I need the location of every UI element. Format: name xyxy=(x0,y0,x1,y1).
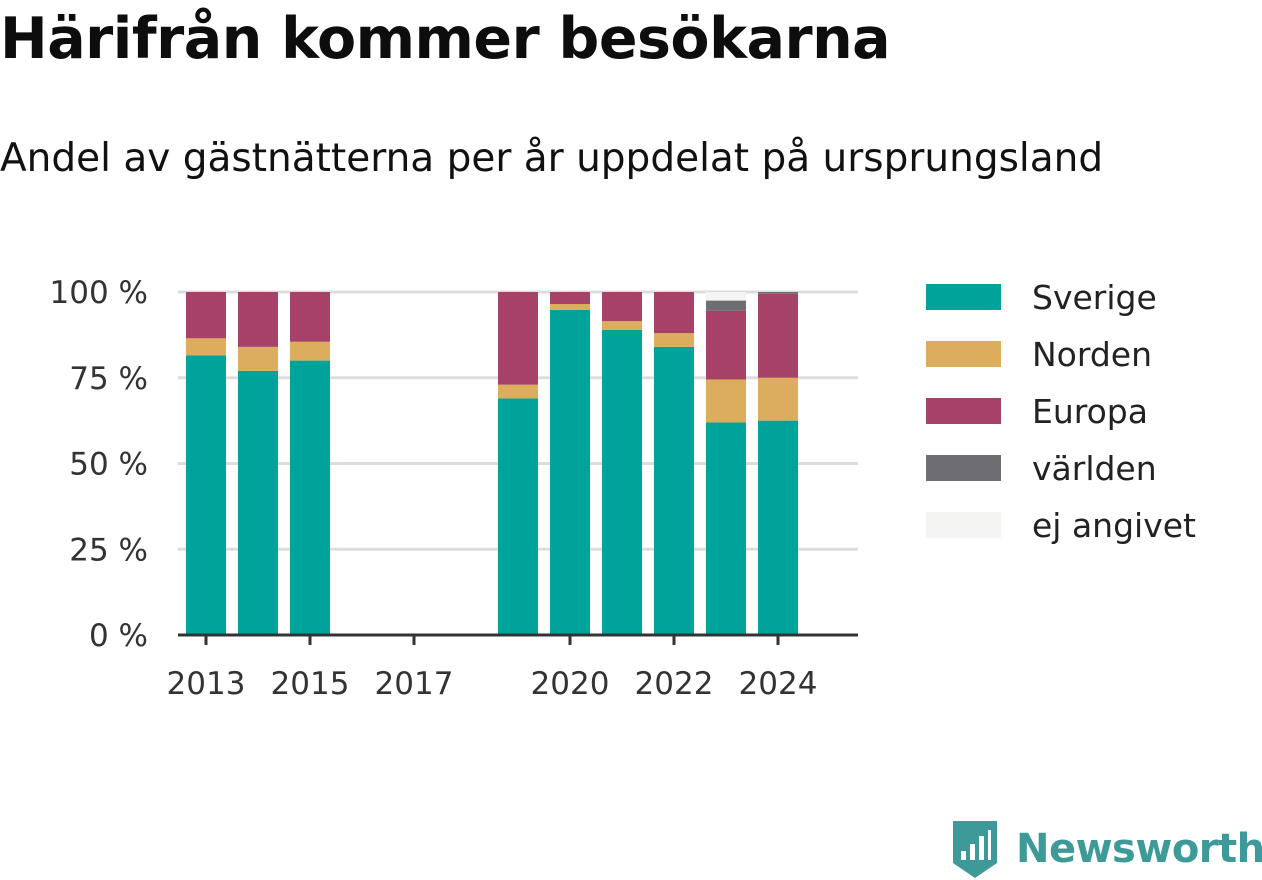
bars xyxy=(186,292,798,635)
bar-segment-europa xyxy=(654,292,694,334)
x-tick-label: 2020 xyxy=(531,666,610,702)
bar-segment-sverige xyxy=(550,309,590,635)
bar-segment-sverige xyxy=(758,420,798,635)
bar-segment-europa xyxy=(498,292,538,385)
bar-segment-ej-angivet xyxy=(706,292,746,301)
y-tick-label: 0 % xyxy=(89,618,148,654)
bar-segment-norden xyxy=(290,341,330,361)
bar-segment-norden xyxy=(706,379,746,423)
chart-subtitle: Andel av gästnätterna per år uppdelat på… xyxy=(0,136,1104,181)
x-tick-label: 2013 xyxy=(167,666,246,702)
bar-segment-sverige xyxy=(238,370,278,635)
y-tick-label: 100 % xyxy=(50,275,148,311)
legend-swatch xyxy=(926,341,1001,367)
y-tick-label: 75 % xyxy=(69,361,148,397)
bar-segment-europa xyxy=(550,292,590,305)
x-tick-label: 2017 xyxy=(375,666,454,702)
bar-segment-norden xyxy=(550,304,590,310)
bar-segment-sverige xyxy=(290,360,330,635)
legend-swatch xyxy=(926,455,1001,481)
bar-segment-europa xyxy=(238,292,278,347)
brand-name: Newsworthy xyxy=(1016,826,1262,872)
bar-segment-norden xyxy=(758,377,798,421)
legend-label: ej angivet xyxy=(1032,506,1196,545)
x-tick-label: 2024 xyxy=(739,666,818,702)
bar-segment-sverige xyxy=(654,346,694,635)
legend-label: Europa xyxy=(1032,392,1148,431)
y-tick-label: 50 % xyxy=(69,447,148,483)
y-tick-label: 25 % xyxy=(69,532,148,568)
bar-segment-sverige xyxy=(706,422,746,635)
bar-segment-europa xyxy=(186,292,226,339)
bar-segment-europa xyxy=(758,293,798,378)
newsworthy-logo-icon xyxy=(953,821,997,878)
bar-segment-norden xyxy=(602,321,642,330)
bar-segment-norden xyxy=(186,338,226,356)
bar-segment-sverige xyxy=(186,355,226,635)
legend-label: Norden xyxy=(1032,335,1152,374)
bar-segment-europa xyxy=(602,292,642,322)
bar-segment-norden xyxy=(498,384,538,399)
bar-segment-världen xyxy=(706,300,746,311)
bar-segment-sverige xyxy=(498,398,538,635)
bar-segment-norden xyxy=(654,333,694,347)
axes: 0 % 25 % 50 % 75 % 100 % 2013 2015 2017 2020 2022… xyxy=(50,275,858,702)
brand-logo: Newsworthy xyxy=(950,818,1262,880)
legend-swatch xyxy=(926,512,1001,538)
legend: Sverige Norden Europa världen ej angivet xyxy=(926,278,1196,545)
bar-segment-norden xyxy=(238,346,278,371)
chart-title: Härifrån kommer besökarna xyxy=(0,6,891,72)
bar-segment-europa xyxy=(290,292,330,342)
bar-segment-världen xyxy=(758,292,798,294)
legend-label: världen xyxy=(1032,449,1157,488)
bar-segment-sverige xyxy=(602,329,642,635)
x-tick-label: 2022 xyxy=(635,666,714,702)
bar-segment-europa xyxy=(706,310,746,380)
x-tick-label: 2015 xyxy=(271,666,350,702)
legend-label: Sverige xyxy=(1032,278,1157,317)
legend-swatch xyxy=(926,284,1001,310)
legend-swatch xyxy=(926,398,1001,424)
